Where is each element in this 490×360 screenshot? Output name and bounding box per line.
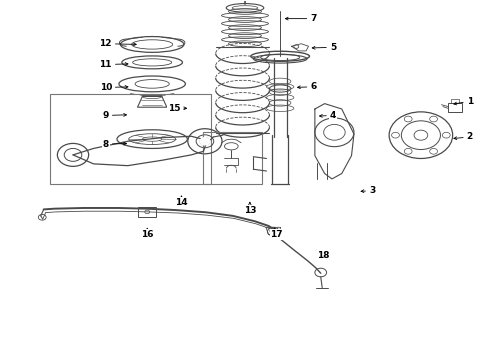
Text: 14: 14 xyxy=(175,196,188,207)
Text: 13: 13 xyxy=(244,202,256,215)
Text: 9: 9 xyxy=(102,111,126,120)
Bar xyxy=(49,94,211,184)
Text: 16: 16 xyxy=(141,228,153,239)
Text: 7: 7 xyxy=(285,14,317,23)
Circle shape xyxy=(200,138,210,145)
Text: 4: 4 xyxy=(319,111,336,120)
Text: 15: 15 xyxy=(168,104,187,113)
Text: 10: 10 xyxy=(99,83,128,92)
Bar xyxy=(451,99,459,103)
Text: 8: 8 xyxy=(102,140,126,149)
Bar xyxy=(139,207,156,217)
Text: 3: 3 xyxy=(361,186,375,195)
Text: 18: 18 xyxy=(316,250,329,260)
Text: 5: 5 xyxy=(312,43,336,52)
Bar xyxy=(448,103,463,112)
Text: 11: 11 xyxy=(99,60,128,69)
Text: 1: 1 xyxy=(454,96,473,105)
Text: 6: 6 xyxy=(297,82,317,91)
Text: 12: 12 xyxy=(99,39,136,48)
Text: 2: 2 xyxy=(454,132,473,141)
Text: 17: 17 xyxy=(270,228,283,239)
Bar xyxy=(203,132,262,184)
